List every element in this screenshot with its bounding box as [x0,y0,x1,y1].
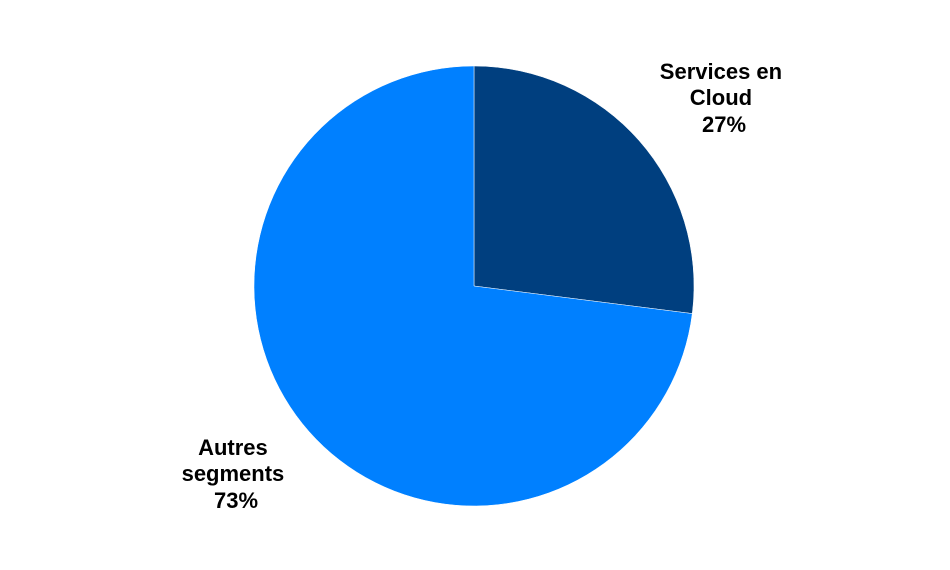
pie-slice-services-cloud [473,65,695,314]
pie-slices [253,65,695,507]
slice-label-services-cloud-line1: Services en [660,59,782,84]
slice-value-autres-segments: 73% [214,488,258,513]
slice-label-autres-segments-line2: segments [182,461,285,486]
slice-label-services-cloud-line2: Cloud [690,85,752,110]
pie-slice-autres-segments [253,65,693,507]
slice-value-services-cloud: 27% [702,112,746,137]
slice-label-services-cloud: Services en Cloud 27% [660,59,788,137]
slice-label-autres-segments-line1: Autres [198,435,268,460]
slice-label-autres-segments: Autres segments 73% [182,435,291,513]
